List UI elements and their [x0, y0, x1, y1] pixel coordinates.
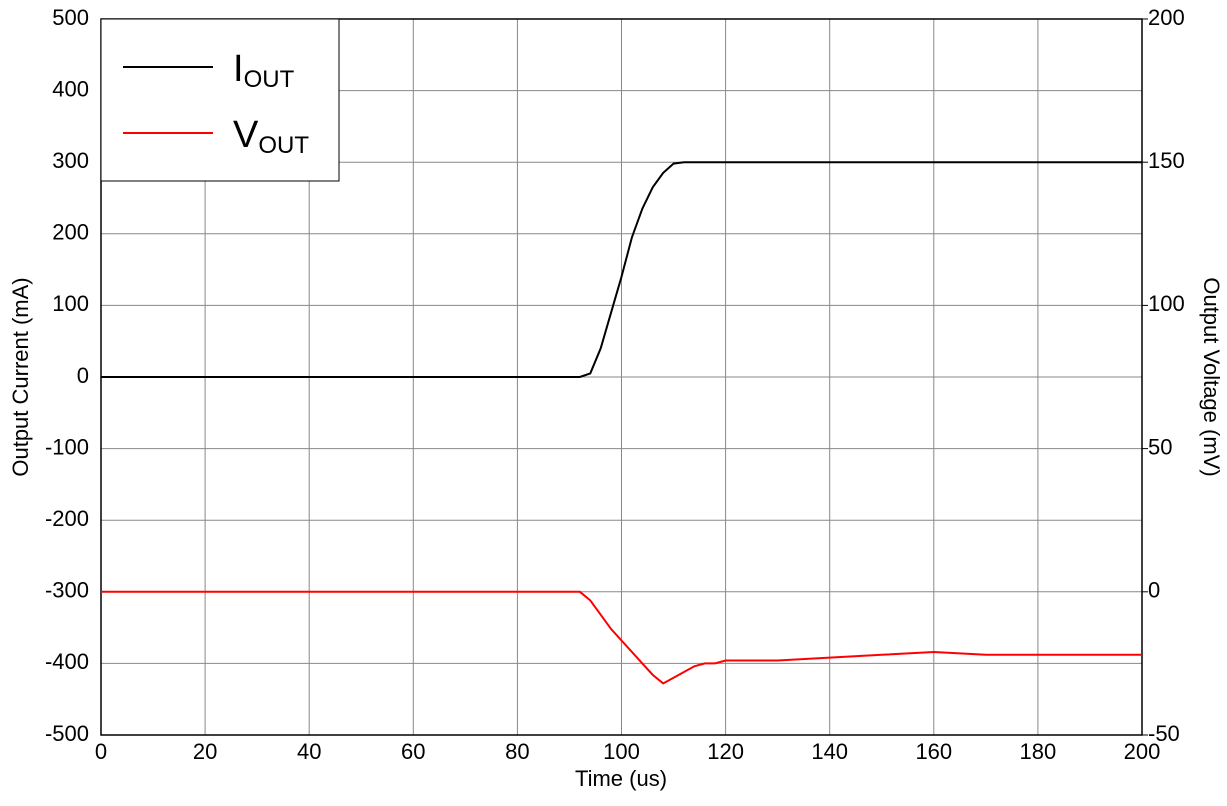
y2-tick-label: -50: [1148, 721, 1180, 746]
x-tick-label: 160: [915, 739, 952, 764]
legend-label: VOUT: [233, 114, 309, 159]
x-tick-label: 200: [1124, 739, 1161, 764]
y-tick-label: -400: [45, 649, 89, 674]
y2-tick-label: 200: [1148, 5, 1185, 30]
legend-label: IOUT: [233, 48, 295, 93]
y2-tick-label: 150: [1148, 148, 1185, 173]
x-tick-label: 0: [95, 739, 107, 764]
x-tick-label: 60: [401, 739, 425, 764]
y-axis-label: Output Current (mA): [8, 277, 33, 476]
y-tick-label: 200: [52, 220, 89, 245]
series-line: [101, 161, 1142, 378]
y2-tick-label: 50: [1148, 434, 1172, 459]
y-tick-label: -200: [45, 506, 89, 531]
y-tick-label: 400: [52, 76, 89, 101]
x-tick-label: 80: [505, 739, 529, 764]
x-tick-label: 120: [707, 739, 744, 764]
y2-axis-label: Output Voltage (mV): [1199, 277, 1224, 476]
legend-box: [100, 18, 340, 182]
x-tick-label: 20: [193, 739, 217, 764]
y2-tick-label: 0: [1148, 578, 1160, 603]
y-tick-label: 0: [77, 363, 89, 388]
y-tick-label: -300: [45, 578, 89, 603]
series-line: [101, 590, 1142, 685]
x-axis-label: Time (us): [575, 766, 667, 791]
x-tick-label: 180: [1020, 739, 1057, 764]
y-tick-label: 100: [52, 291, 89, 316]
y-tick-label: 300: [52, 148, 89, 173]
x-tick-label: 100: [603, 739, 640, 764]
y-tick-label: -500: [45, 721, 89, 746]
y2-tick-label: 100: [1148, 291, 1185, 316]
x-tick-label: 40: [297, 739, 321, 764]
y-tick-label: 500: [52, 5, 89, 30]
y-tick-label: -100: [45, 434, 89, 459]
x-tick-label: 140: [811, 739, 848, 764]
